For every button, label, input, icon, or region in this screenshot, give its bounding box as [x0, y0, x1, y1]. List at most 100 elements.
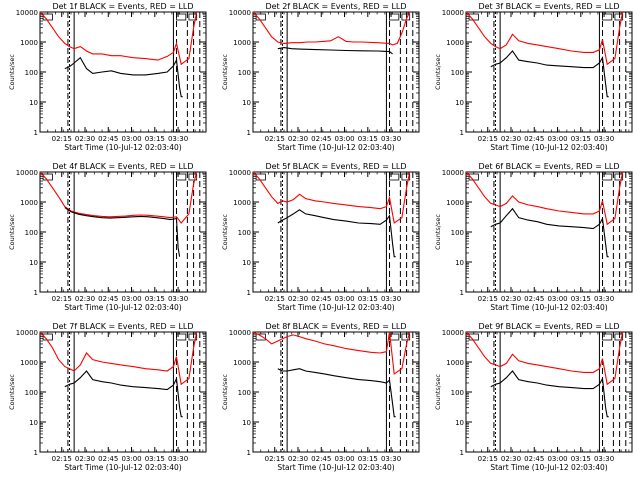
- y-axis-label: Counts/sec: [434, 54, 442, 90]
- events-series-line: [64, 56, 183, 98]
- events-series-line: [277, 47, 393, 55]
- y-tick-label: 1: [34, 289, 38, 297]
- y-tick-label: 10000: [16, 169, 38, 177]
- interval-marker-box: [389, 13, 400, 21]
- x-tick-label: 02:15: [52, 455, 72, 463]
- y-tick-label: 10000: [442, 9, 464, 17]
- lld-series-line: [252, 171, 411, 224]
- x-tick-label: 03:30: [381, 295, 401, 303]
- x-tick-label: 02:45: [311, 295, 331, 303]
- x-axis-label: Start Time (10-Jul-12 02:03:40): [277, 463, 394, 472]
- x-axis-label: Start Time (10-Jul-12 02:03:40): [277, 303, 394, 312]
- lld-series-line: [465, 331, 624, 386]
- x-tick-label: 03:00: [121, 135, 141, 143]
- plot-frame: [252, 11, 420, 133]
- events-series-line: [490, 50, 609, 98]
- y-axis-label: Counts/sec: [221, 54, 229, 90]
- x-tick-label: 03:00: [334, 295, 354, 303]
- interval-marker-box: [614, 13, 624, 21]
- y-tick-label: 10000: [16, 329, 38, 337]
- y-tick-label: 100: [451, 389, 464, 397]
- x-tick-label: 02:45: [311, 455, 331, 463]
- chart-panel-8: Det 8f BLACK = Events, RED = LLD 1 10 100 10…: [221, 322, 420, 472]
- x-tick-label: 03:00: [121, 455, 141, 463]
- x-tick-label: 03:00: [334, 135, 354, 143]
- y-tick-label: 100: [451, 69, 464, 77]
- lld-series-line: [465, 11, 624, 66]
- y-tick-label: 10: [29, 99, 38, 107]
- y-tick-label: 1000: [20, 39, 38, 47]
- x-tick-label: 03:15: [145, 455, 165, 463]
- y-tick-label: 1000: [446, 199, 464, 207]
- chart-panel-1: Det 1f BLACK = Events, RED = LLD 1 10 100 10…: [8, 2, 207, 152]
- y-tick-label: 10000: [229, 329, 251, 337]
- interval-marker-box: [255, 333, 266, 341]
- lld-series-line: [39, 331, 198, 386]
- chart-title: Det 4f BLACK = Events, RED = LLD: [52, 162, 193, 171]
- y-axis-label: Counts/sec: [8, 374, 16, 410]
- x-tick-label: 02:45: [524, 135, 544, 143]
- lld-series-line: [252, 331, 411, 375]
- x-tick-label: 03:15: [358, 455, 378, 463]
- x-axis-label: Start Time (10-Jul-12 02:03:40): [277, 143, 394, 152]
- x-tick-label: 03:15: [571, 295, 591, 303]
- chart-panel-4: Det 4f BLACK = Events, RED = LLD 1 10 100 10…: [8, 162, 207, 312]
- x-tick-label: 02:15: [478, 135, 498, 143]
- x-tick-label: 03:00: [121, 295, 141, 303]
- x-tick-label: 03:15: [145, 135, 165, 143]
- y-tick-label: 1: [247, 129, 251, 137]
- y-tick-label: 100: [238, 229, 251, 237]
- interval-marker-box: [401, 333, 411, 341]
- plot-frame: [465, 331, 633, 453]
- x-tick-label: 02:30: [75, 295, 95, 303]
- y-tick-label: 10: [455, 259, 464, 267]
- chart-title: Det 7f BLACK = Events, RED = LLD: [52, 322, 193, 331]
- x-tick-label: 02:15: [52, 135, 72, 143]
- x-tick-label: 03:30: [168, 295, 188, 303]
- chart-panel-6: Det 6f BLACK = Events, RED = LLD 1 10 100 10…: [434, 162, 633, 312]
- interval-marker-box: [188, 333, 198, 341]
- y-tick-label: 1: [34, 129, 38, 137]
- x-tick-label: 02:30: [501, 135, 521, 143]
- x-tick-label: 02:15: [265, 455, 285, 463]
- x-tick-label: 03:30: [168, 455, 188, 463]
- chart-title: Det 8f BLACK = Events, RED = LLD: [265, 322, 406, 331]
- y-tick-label: 100: [451, 229, 464, 237]
- x-tick-label: 02:15: [478, 295, 498, 303]
- y-tick-label: 100: [25, 229, 38, 237]
- chart-panel-7: Det 7f BLACK = Events, RED = LLD 1 10 100 10…: [8, 322, 207, 472]
- chart-title: Det 2f BLACK = Events, RED = LLD: [265, 2, 406, 11]
- x-tick-label: 02:30: [288, 295, 308, 303]
- y-axis-label: Counts/sec: [221, 214, 229, 250]
- interval-marker-box: [602, 13, 613, 21]
- x-tick-label: 03:30: [594, 135, 614, 143]
- x-tick-label: 03:30: [594, 455, 614, 463]
- y-tick-label: 1000: [233, 359, 251, 367]
- y-tick-label: 1000: [233, 39, 251, 47]
- x-tick-label: 02:15: [265, 135, 285, 143]
- chart-panel-5: Det 5f BLACK = Events, RED = LLD 1 10 100 10…: [221, 162, 420, 312]
- x-tick-label: 02:30: [75, 455, 95, 463]
- y-tick-label: 1: [247, 289, 251, 297]
- interval-marker-box: [389, 173, 400, 181]
- y-tick-label: 10000: [442, 169, 464, 177]
- x-tick-label: 03:00: [547, 455, 567, 463]
- y-tick-label: 1: [460, 289, 464, 297]
- y-tick-label: 100: [238, 389, 251, 397]
- plot-frame: [465, 11, 633, 133]
- y-tick-label: 1000: [446, 359, 464, 367]
- y-tick-label: 10: [29, 259, 38, 267]
- x-tick-label: 02:45: [98, 455, 118, 463]
- x-tick-label: 03:00: [547, 295, 567, 303]
- interval-marker-box: [176, 333, 187, 341]
- interval-marker-box: [602, 173, 613, 181]
- x-tick-label: 02:30: [501, 295, 521, 303]
- x-tick-label: 02:45: [98, 295, 118, 303]
- interval-marker-box: [602, 333, 613, 341]
- x-tick-label: 03:00: [547, 135, 567, 143]
- events-series-line: [490, 370, 609, 418]
- x-tick-label: 02:30: [288, 455, 308, 463]
- plot-frame: [39, 171, 207, 293]
- y-tick-label: 1: [460, 129, 464, 137]
